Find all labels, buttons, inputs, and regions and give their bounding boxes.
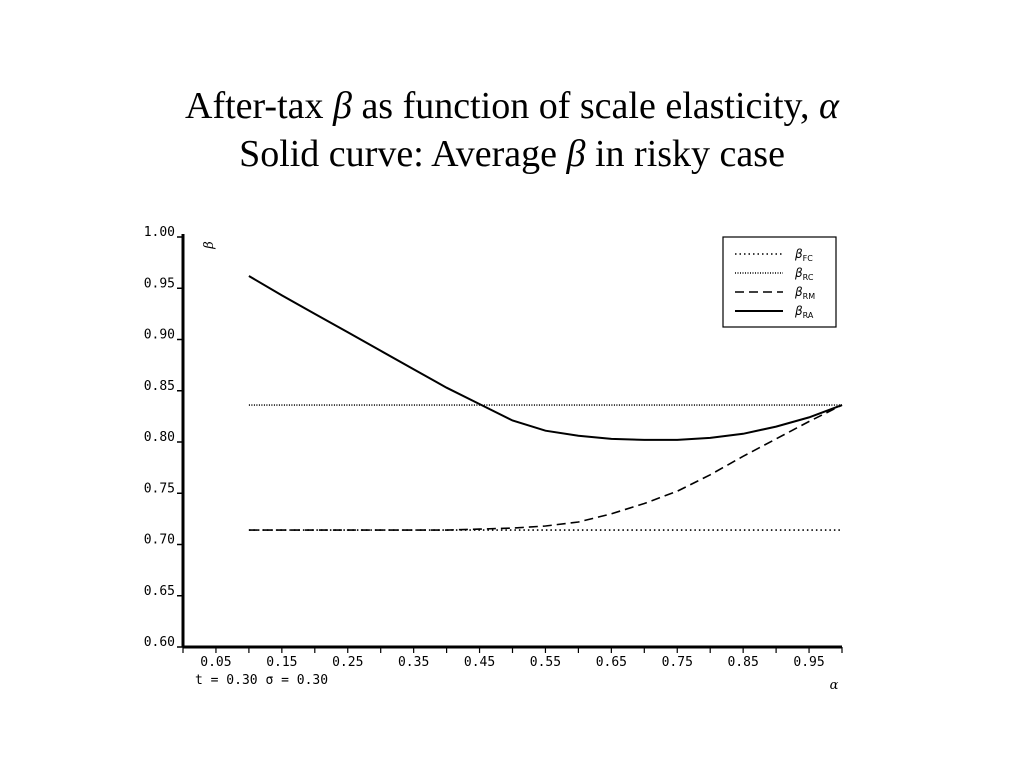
title-beta-symbol: β bbox=[333, 85, 352, 127]
x-tick-label: 0.95 bbox=[793, 655, 824, 670]
series-line-rm bbox=[248, 404, 843, 531]
x-tick-label: 0.35 bbox=[398, 655, 429, 670]
x-axis-label: α bbox=[830, 678, 839, 693]
y-tick-label: 0.60 bbox=[144, 635, 175, 650]
legend: βFC βRC βRM βRA bbox=[722, 236, 837, 328]
legend-label-rm: βRM bbox=[794, 285, 815, 301]
y-tick-label: 0.95 bbox=[144, 276, 175, 291]
legend-label-rc: βRC bbox=[794, 266, 814, 282]
title-text: in risky case bbox=[585, 133, 785, 175]
series-line-ra bbox=[248, 275, 843, 441]
y-tick-label: 0.90 bbox=[144, 328, 175, 343]
y-tick-label: 1.00 bbox=[144, 225, 175, 240]
x-tick-label: 0.75 bbox=[662, 655, 693, 670]
title-line-1: After-tax β as function of scale elastic… bbox=[0, 82, 1024, 130]
x-tick-label: 0.65 bbox=[596, 655, 627, 670]
legend-box bbox=[722, 236, 837, 328]
x-tick-label: 0.85 bbox=[727, 655, 758, 670]
legend-label-ra: βRA bbox=[794, 304, 814, 320]
title-text: After-tax bbox=[185, 85, 333, 127]
x-tick-label: 0.15 bbox=[266, 655, 297, 670]
x-tick-label: 0.25 bbox=[332, 655, 363, 670]
axes: 1.00 0.95 0.90 0.85 0.80 0.75 0.70 0.65 0.60 0.05… bbox=[144, 225, 843, 693]
title-beta-symbol: β bbox=[566, 133, 586, 175]
y-tick-label: 0.75 bbox=[144, 481, 175, 496]
y-tick-label: 0.85 bbox=[144, 379, 175, 394]
y-axis-label: β bbox=[202, 241, 217, 250]
series-lines bbox=[248, 275, 843, 531]
x-tick-label: 0.45 bbox=[464, 655, 495, 670]
y-tick-label: 0.80 bbox=[144, 430, 175, 445]
title-line-2: Solid curve: Average β in risky case bbox=[0, 130, 1024, 178]
parameters-label: t = 0.30 σ = 0.30 bbox=[195, 673, 328, 688]
title-alpha-symbol: α bbox=[819, 85, 839, 127]
title-text: Solid curve: Average bbox=[239, 133, 567, 175]
y-tick-label: 0.70 bbox=[144, 533, 175, 548]
chart-title: After-tax β as function of scale elastic… bbox=[0, 82, 1024, 178]
x-tick-label: 0.05 bbox=[200, 655, 231, 670]
y-tick-label: 0.65 bbox=[144, 584, 175, 599]
title-text: as function of scale elasticity, bbox=[351, 85, 820, 127]
legend-label-fc: βFC bbox=[794, 247, 813, 263]
x-tick-label: 0.55 bbox=[530, 655, 561, 670]
